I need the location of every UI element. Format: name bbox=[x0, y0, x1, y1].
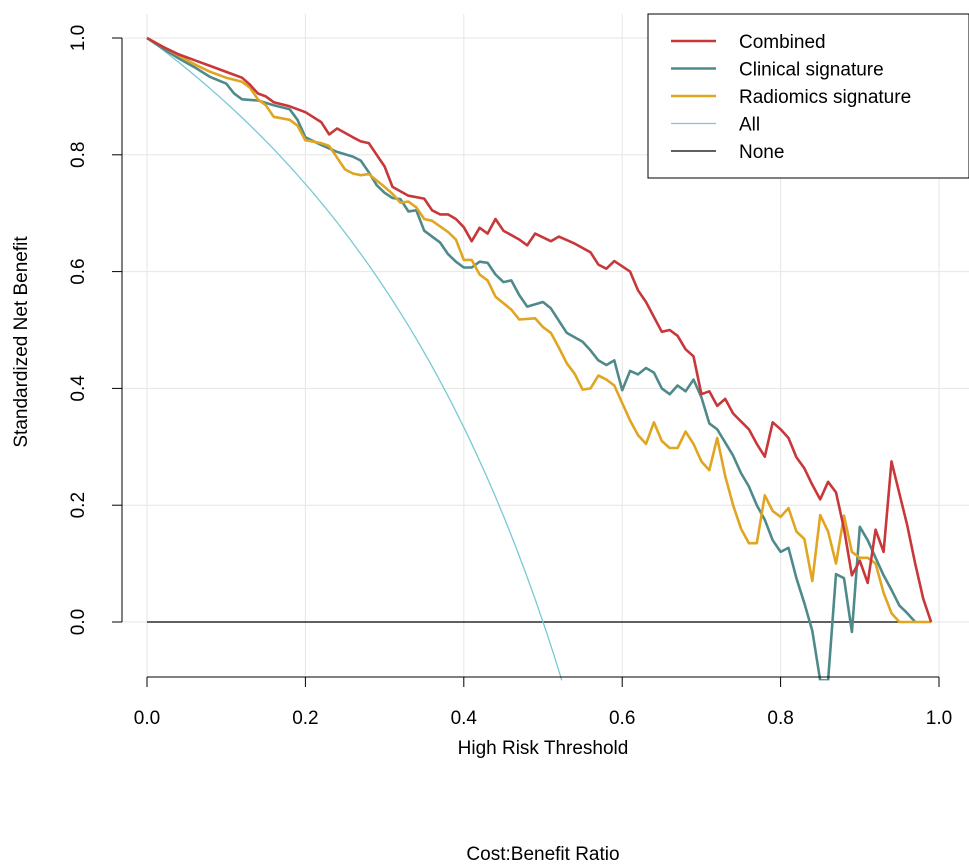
x-tick-label: 0.6 bbox=[609, 708, 635, 729]
legend-label: Clinical signature bbox=[739, 60, 884, 81]
legend-label: Radiomics signature bbox=[739, 87, 911, 108]
x-tick-label: 0.8 bbox=[767, 708, 793, 729]
y-tick-label: 0.0 bbox=[68, 609, 89, 635]
x-tick-label: 0.0 bbox=[134, 708, 160, 729]
x-tick-label: 0.2 bbox=[292, 708, 318, 729]
series-line-all bbox=[146, 37, 563, 681]
x-axis: 0.0 0.2 0.4 0.6 0.8 1.0 bbox=[134, 676, 952, 729]
y-tick-label: 0.4 bbox=[68, 375, 89, 402]
y-tick-label: 0.6 bbox=[68, 258, 89, 284]
y-tick-label: 0.8 bbox=[68, 142, 89, 168]
legend-label: Combined bbox=[739, 32, 826, 53]
series-line-combined bbox=[146, 36, 933, 623]
y-tick-label: 0.2 bbox=[68, 492, 89, 518]
series-line-radiomics-signature bbox=[146, 36, 932, 624]
legend: Combined Clinical signature Radiomics sign… bbox=[647, 13, 969, 179]
y-axis: 0.0 0.2 0.4 0.6 0.8 1.0 bbox=[68, 25, 123, 635]
x-axis-label: High Risk Threshold bbox=[458, 738, 629, 759]
series-layer bbox=[146, 36, 933, 681]
y-tick-label: 1.0 bbox=[68, 25, 89, 51]
x-tick-label: 0.4 bbox=[451, 708, 478, 729]
x-tick-label: 1.0 bbox=[926, 708, 952, 729]
legend-label: None bbox=[739, 142, 784, 163]
legend-label: All bbox=[739, 115, 760, 136]
secondary-x-axis-label: Cost:Benefit Ratio bbox=[466, 844, 619, 865]
y-axis-label: Standardized Net Benefit bbox=[11, 236, 32, 448]
